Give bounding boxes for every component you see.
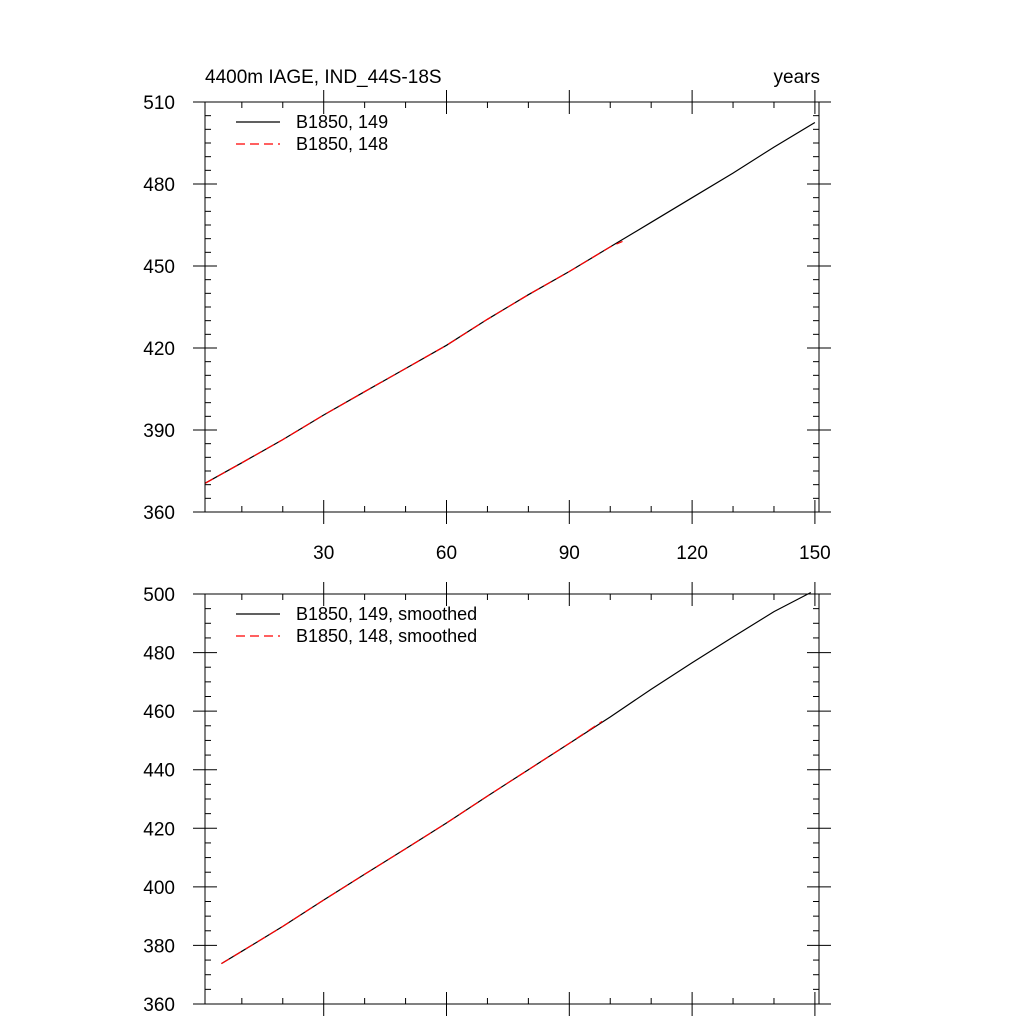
bottom-y-tick-label: 500 [143, 585, 175, 606]
bottom-legend-label-1: B1850, 149, smoothed [296, 604, 477, 624]
top-x-tick-label: 90 [559, 543, 580, 564]
top-y-tick-label: 390 [143, 421, 175, 442]
top-y-tick-label: 420 [143, 339, 175, 360]
top-x-tick-label: 120 [676, 543, 708, 564]
bottom-y-tick-label: 460 [143, 702, 175, 723]
top-series-line-1 [204, 121, 816, 484]
bottom-plot-frame [204, 593, 820, 1005]
top-legend-label-2: B1850, 148 [296, 134, 388, 154]
top-panel: 4400m IAGE, IND_44S-18S years 30 60 90 120 1… [143, 67, 831, 564]
top-legend-label-1: B1850, 149 [296, 112, 388, 132]
bottom-y-tick-label: 480 [143, 644, 175, 665]
bottom-series-line-1 [221, 591, 812, 965]
top-y-tick-label: 480 [143, 175, 175, 196]
bottom-legend-label-2: B1850, 148, smoothed [296, 626, 477, 646]
top-x-tick-label: 150 [799, 543, 831, 564]
top-x-tick-label: 30 [313, 543, 334, 564]
bottom-y-tick-label: 380 [143, 936, 175, 957]
bottom-y-tick-label: 440 [143, 761, 175, 782]
bottom-y-tick-label: 420 [143, 819, 175, 840]
top-chart-title: 4400m IAGE, IND_44S-18S [205, 67, 442, 88]
bottom-series-line-2 [221, 720, 603, 965]
top-plot-frame [204, 101, 820, 513]
top-series-line-2 [204, 240, 623, 484]
top-chart-units: years [774, 67, 820, 88]
bottom-y-tick-label: 400 [143, 878, 175, 899]
top-y-tick-label: 510 [143, 93, 175, 114]
top-x-tick-label: 60 [436, 543, 457, 564]
bottom-panel: 360 380 400 420 440 460 480 500 B1850, 149, smo… [143, 582, 831, 1016]
top-y-tick-label: 450 [143, 257, 175, 278]
bottom-y-tick-label: 360 [143, 995, 175, 1016]
top-y-tick-label: 360 [143, 503, 175, 524]
